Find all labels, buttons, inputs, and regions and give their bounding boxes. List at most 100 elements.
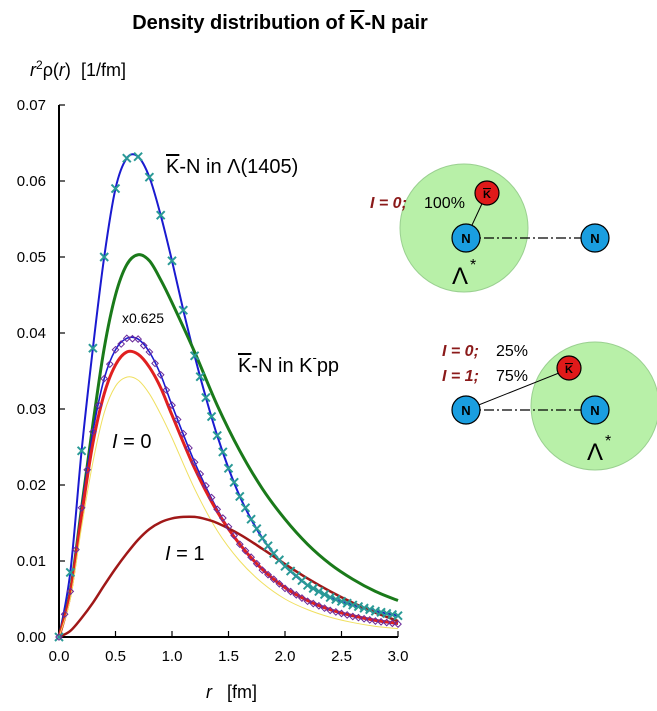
iso0-label: I = 0; — [442, 343, 479, 360]
diamond-marker — [201, 481, 210, 490]
iso1-label: I = 1; — [442, 368, 479, 385]
diamond-marker — [156, 370, 165, 379]
x-marker-stroke — [314, 586, 324, 597]
y-tick-label: 0.00 — [17, 629, 46, 646]
diamond-marker — [207, 493, 216, 502]
diamond-marker — [122, 334, 131, 343]
x-marker-stroke — [229, 477, 239, 488]
x-marker — [252, 523, 262, 534]
nucleon-2-label: N — [590, 403, 599, 418]
diamond-marker — [326, 606, 335, 615]
x-marker-stroke — [246, 514, 256, 524]
diamond-marker — [264, 570, 272, 579]
x-marker — [263, 541, 273, 551]
y-tick-label: 0.02 — [17, 477, 46, 494]
y-tick-label: 0.06 — [17, 173, 46, 190]
x-marker-stroke — [240, 503, 251, 513]
diamond-marker — [77, 503, 86, 512]
x-marker-stroke — [393, 611, 403, 621]
x-marker — [133, 151, 143, 162]
diamond-marker — [365, 615, 374, 624]
x-marker — [308, 583, 318, 594]
diamond-marker — [179, 429, 188, 438]
x-marker — [235, 491, 245, 502]
diamond-marker — [388, 619, 397, 628]
diamond-marker — [394, 620, 402, 628]
diamond-marker — [190, 458, 199, 467]
kaon-label: K — [483, 189, 491, 201]
x-marker — [195, 371, 205, 382]
diamond-marker — [88, 427, 97, 436]
y-tick-label: 0.07 — [17, 97, 46, 114]
diamond-marker — [258, 566, 267, 575]
x-marker-stroke — [155, 210, 166, 220]
y-tick-label: 0.05 — [17, 249, 46, 266]
x-tick-label: 0.5 — [105, 648, 126, 665]
x-marker-stroke — [319, 589, 330, 600]
diamond-marker — [343, 611, 352, 619]
label-i0: I = 0 — [112, 431, 151, 453]
series-line-i-1 — [58, 515, 399, 639]
x-marker-stroke — [331, 594, 341, 605]
nucleon-1-label: N — [461, 231, 470, 246]
x-marker-stroke — [235, 491, 245, 502]
diamond-marker — [173, 415, 182, 424]
diamond-marker — [111, 345, 120, 354]
x-marker — [302, 580, 313, 591]
diamond-marker — [303, 597, 312, 606]
x-marker — [218, 447, 228, 457]
y-tick-label: 0.04 — [17, 325, 46, 342]
x-marker-stroke — [218, 447, 228, 457]
x-marker — [155, 210, 166, 220]
diamond-marker — [105, 360, 114, 369]
diamond-marker — [230, 531, 239, 540]
x-marker — [212, 430, 222, 441]
diamond-marker — [320, 604, 329, 613]
diamond-marker — [83, 465, 92, 474]
x-marker — [393, 611, 403, 621]
x-marker-stroke — [342, 598, 352, 608]
x-marker-stroke — [212, 430, 222, 441]
x-marker-stroke — [167, 256, 177, 266]
x-marker-stroke — [189, 351, 200, 361]
x-marker-stroke — [257, 533, 268, 543]
x-marker-stroke — [133, 151, 143, 162]
x-axis-label: r [fm] — [206, 682, 258, 702]
diamond-marker — [247, 553, 256, 562]
diamond-marker — [382, 618, 391, 627]
diamond-marker — [281, 584, 289, 593]
diamond-marker — [252, 559, 261, 568]
x-marker — [223, 463, 234, 473]
y-tick-label: 0.03 — [17, 401, 46, 418]
series-line-i-0 — [57, 349, 399, 638]
x-tick-label: 2.5 — [331, 648, 352, 665]
x-marker — [189, 351, 200, 361]
diamond-marker — [139, 341, 148, 350]
diamond-marker — [168, 401, 176, 410]
diamond-marker — [66, 587, 75, 596]
series-line-faint — [58, 376, 399, 638]
nucleon-2 — [580, 395, 610, 425]
kaon — [474, 180, 500, 206]
x-marker-stroke — [65, 567, 76, 578]
diamond-marker — [269, 575, 278, 584]
label-kpp: K-N in K-pp — [238, 350, 339, 377]
diamond-marker — [60, 610, 69, 619]
diamond-marker — [224, 522, 233, 531]
x-marker — [178, 305, 189, 315]
x-marker-stroke — [54, 632, 64, 642]
diamond-marker — [298, 594, 306, 602]
x-marker — [88, 343, 98, 353]
x-marker — [240, 503, 251, 513]
diamond-marker — [94, 401, 103, 410]
lambda-star: * — [605, 433, 611, 450]
iso-pct: 100% — [424, 195, 465, 212]
x-marker — [54, 632, 64, 642]
x-marker-stroke — [110, 183, 121, 194]
diamond-marker — [100, 374, 109, 383]
diamond-marker — [145, 348, 154, 356]
x-marker-stroke — [274, 555, 285, 565]
iso-label: I = 0; — [370, 195, 407, 212]
diamond-marker — [55, 633, 63, 641]
